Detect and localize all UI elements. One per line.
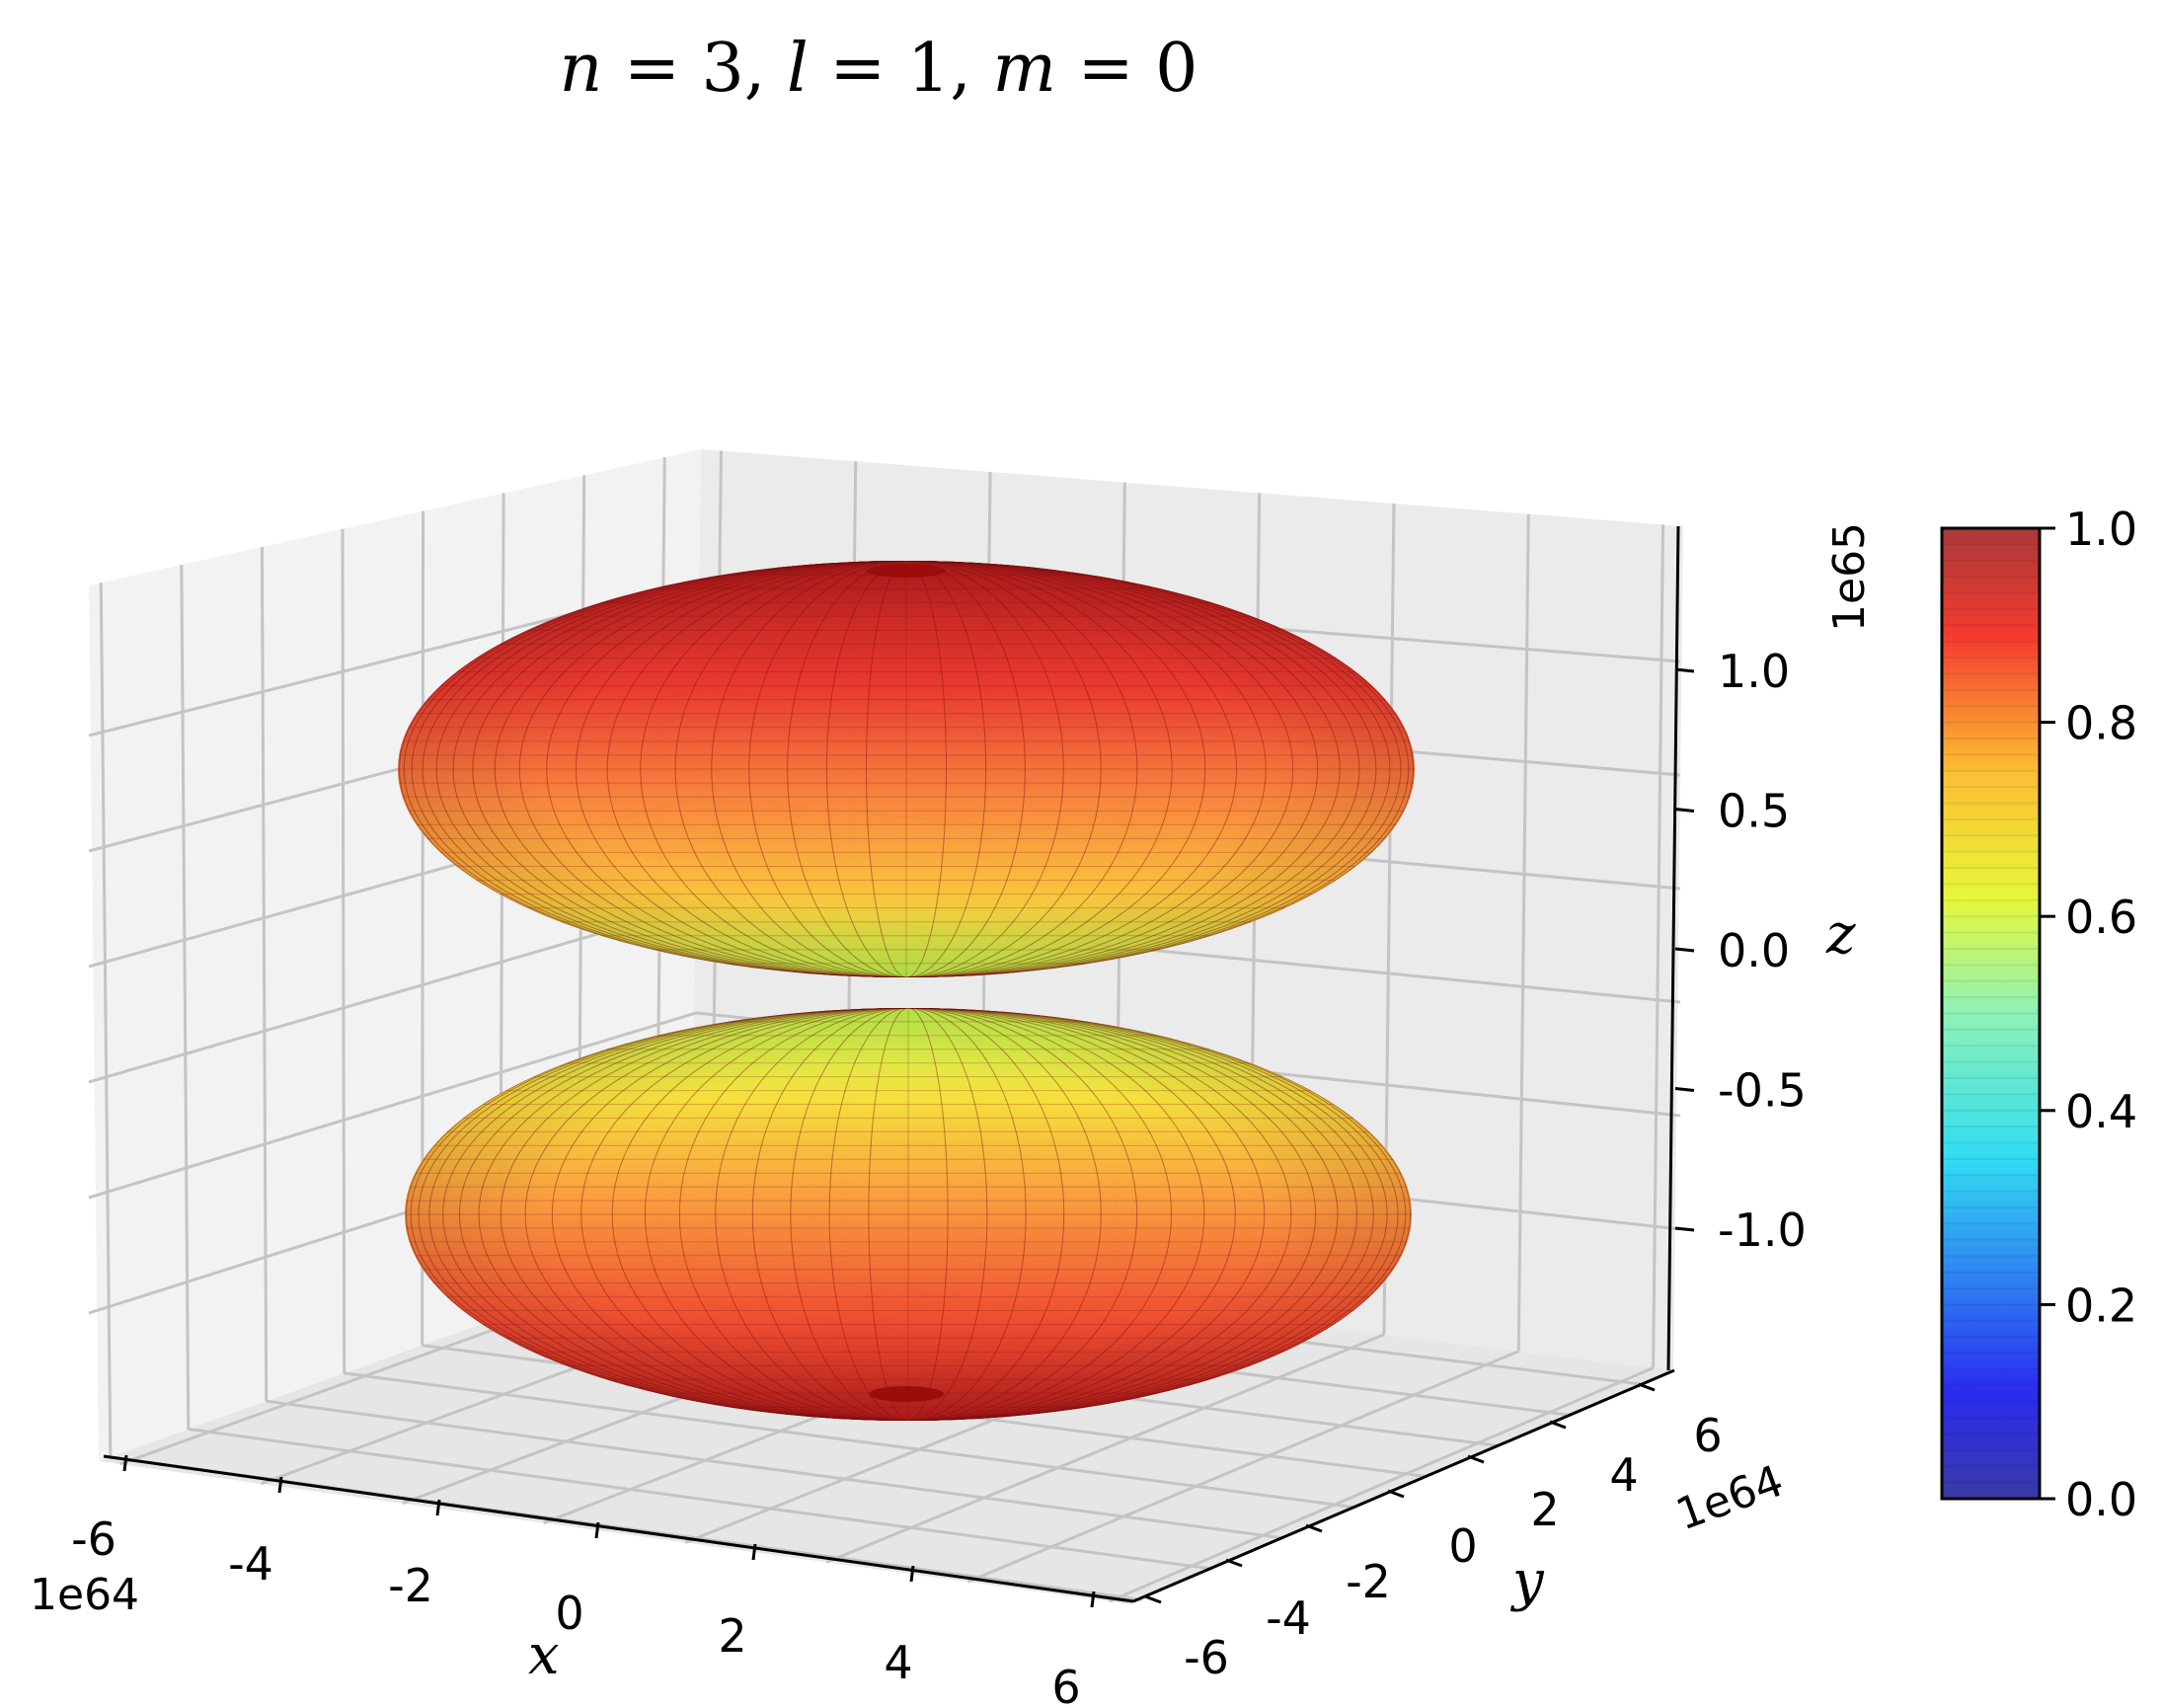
z-axis-label: z [1825,902,1856,967]
y-tick-mark [1549,1420,1567,1430]
grid-line-back-left-v [180,565,191,1430]
y-tick-label: 0 [1448,1519,1477,1573]
grid-line-floor-y [188,1427,1213,1571]
colorbar-tick-label: 0.0 [2065,1473,2137,1526]
y-tick-label: -4 [1266,1592,1311,1645]
x-tick-mark [277,1476,283,1494]
y-axis-ticks: -6 -4 -2 024 6 [1144,1382,1723,1684]
grid-line-back-left-h [88,1011,697,1200]
y-tick-label: 4 [1609,1448,1638,1502]
lower-lobe [405,1008,1412,1421]
chart-title: n = 3, l = 1, m = 0 [560,30,1198,108]
z-tick-label: 1.0 [1718,645,1790,698]
z-axis-ticks: -1.0 -0.5 0.0 0.5 1.0 [1674,645,1807,1257]
x-tick-label: -4 [228,1537,273,1591]
z-tick-mark [1674,1087,1695,1092]
colorbar-tick-label: 0.8 [2065,697,2137,750]
z-tick-mark [1674,667,1695,673]
x-tick-label: -6 [71,1513,116,1566]
x-offset-label: 1e64 [30,1570,139,1620]
upper-lobe [398,561,1415,977]
grid-line-floor-x [966,1350,1519,1584]
z-tick-label: -1.0 [1718,1203,1807,1257]
x-tick-label: 2 [718,1609,746,1663]
y-tick-label: -2 [1346,1555,1391,1608]
y-tick-label: 6 [1693,1409,1722,1462]
x-axis-label: x [528,1623,560,1687]
x-tick-mark [909,1565,915,1583]
grid-line-back-left-v [99,582,113,1457]
x-tick-label: 0 [555,1587,583,1640]
y-axis-label: y [1509,1549,1545,1613]
z-offset-label: 1e65 [1824,522,1875,632]
z-tick-label: -0.5 [1718,1064,1807,1118]
z-tick-mark [1674,808,1695,813]
y-tick-label: -6 [1184,1631,1229,1684]
colorbar: 0.0 0.2 0.4 0.6 0.8 1.0 [1940,503,2137,1526]
y-tick-mark [1387,1489,1405,1499]
colorbar-tick-label: 0.4 [2065,1085,2137,1138]
x-tick-label: 6 [1051,1661,1080,1708]
grid-line-back-left-v [260,546,269,1402]
z-tick-mark [1674,947,1695,953]
grid-line-floor-x [1108,1366,1655,1603]
colorbar-tick-label: 1.0 [2065,503,2137,556]
y-tick-mark [1638,1382,1656,1392]
y-tick-label: 2 [1530,1483,1559,1536]
axis-lines [103,525,1680,1603]
x-tick-mark [751,1543,757,1561]
x-tick-label: -2 [388,1559,433,1612]
z-tick-label: 0.5 [1718,785,1790,838]
y-tick-mark [1225,1558,1243,1568]
lower-pole [869,1386,944,1402]
y-tick-mark [1144,1594,1162,1604]
colorbar-tick-label: 0.2 [2065,1279,2137,1332]
x-tick-mark [435,1499,441,1516]
grid-line-floor-x [825,1333,1385,1564]
upper-pole [867,564,946,578]
x-tick-label: 4 [884,1636,912,1689]
colorbar-tick-label: 0.6 [2065,891,2137,944]
z-tick-mark [1674,1226,1695,1232]
grid-line-back-left-v [341,528,347,1373]
grid-line-back-left-h [88,903,697,1084]
x-tick-mark [122,1454,128,1472]
z-tick-label: 0.0 [1718,924,1790,977]
grid-line-floor-y [344,1371,1356,1510]
x-tick-mark [594,1521,600,1539]
colorbar-gradient [1940,526,2042,1501]
colorbar-ticks: 0.0 0.2 0.4 0.6 0.8 1.0 [2040,503,2137,1526]
grid-line-floor-y [266,1399,1284,1540]
x-axis-ticks: -6 -4 -2 0 2 4 6 [71,1454,1096,1708]
y-tick-mark [1305,1523,1323,1533]
x-tick-mark [1090,1591,1096,1608]
y-offset-label: 1e64 [1669,1455,1790,1540]
y-tick-mark [1467,1454,1485,1464]
